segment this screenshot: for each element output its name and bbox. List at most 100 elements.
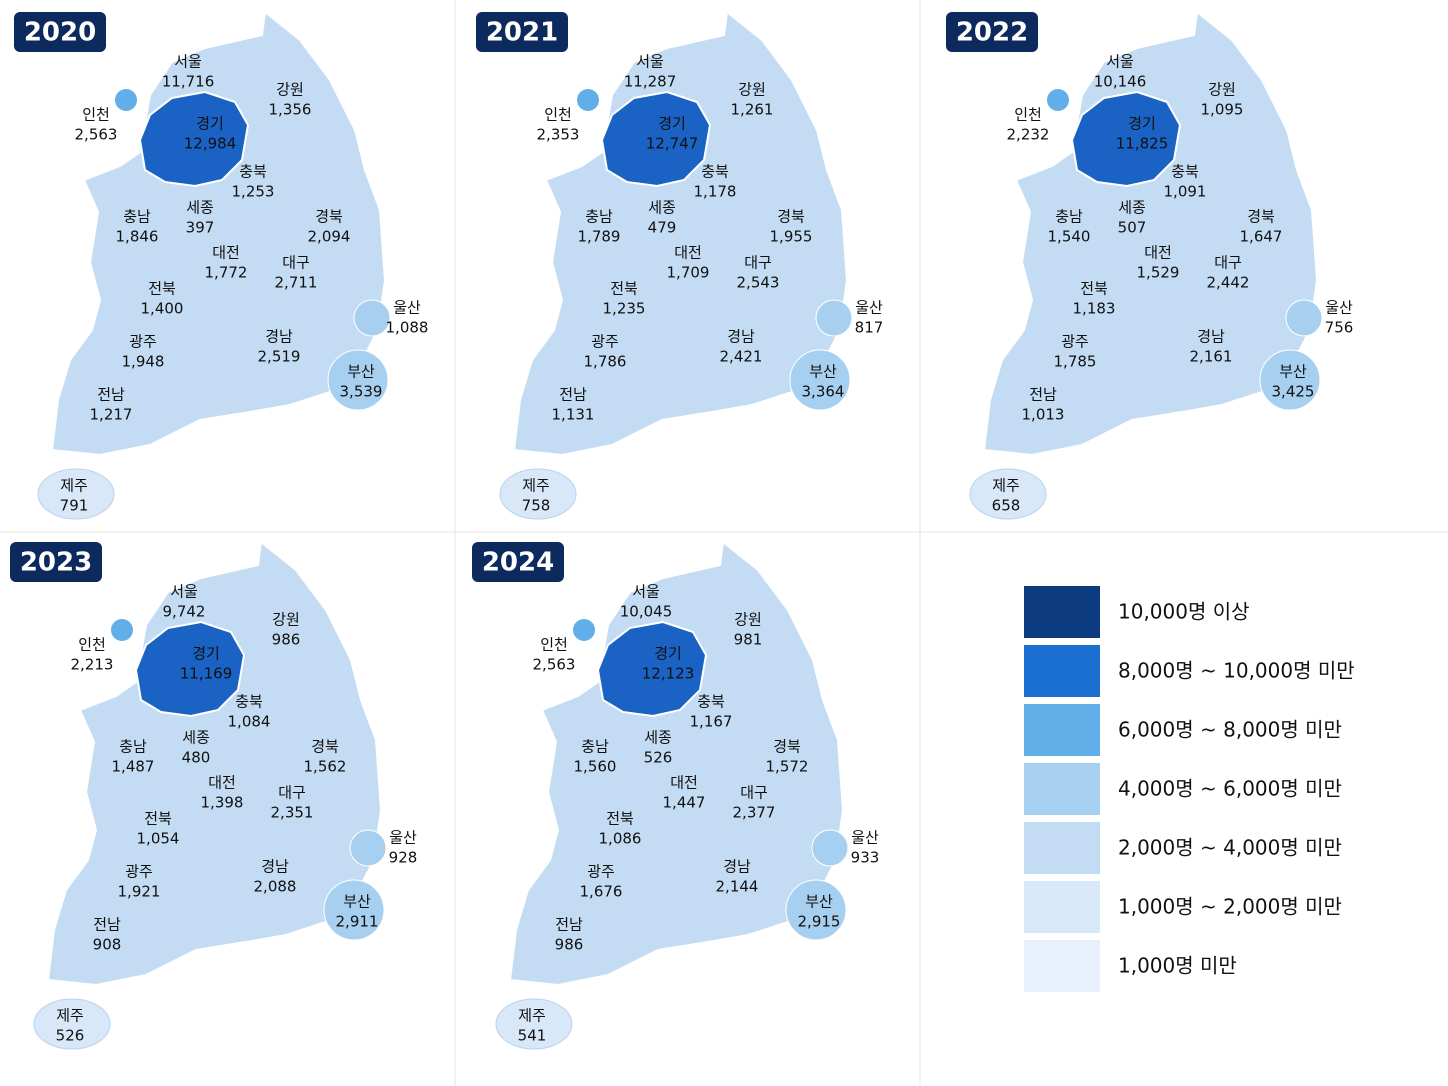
region-value: 1,167	[690, 713, 733, 731]
region-incheon	[573, 619, 595, 641]
region-value: 981	[734, 631, 763, 649]
region-value: 1,676	[580, 883, 623, 901]
region-value: 1,772	[205, 264, 248, 282]
region-value: 2,519	[258, 348, 301, 366]
legend-label: 10,000명 이상	[1118, 600, 1250, 624]
region-name: 부산	[343, 893, 371, 911]
region-name: 광주	[125, 863, 153, 881]
region-name: 서울	[1106, 53, 1134, 71]
region-name: 충남	[585, 208, 613, 226]
region-value: 1,785	[1054, 353, 1097, 371]
region-value: 1,487	[112, 758, 155, 776]
region-value: 541	[518, 1027, 547, 1045]
region-incheon	[115, 89, 137, 111]
year-badge	[14, 12, 106, 52]
region-value: 1,447	[663, 794, 706, 812]
region-name: 대전	[674, 244, 702, 262]
region-name: 경기	[192, 645, 220, 663]
region-name: 경남	[1197, 328, 1225, 346]
region-value: 2,543	[737, 274, 780, 292]
region-value: 397	[186, 219, 215, 237]
region-jeju	[969, 468, 1047, 520]
region-name: 경북	[1247, 208, 1275, 226]
region-value: 12,984	[184, 135, 237, 153]
region-name: 인천	[544, 106, 572, 124]
region-name: 경남	[723, 858, 751, 876]
legend-label: 1,000명 미만	[1118, 954, 1237, 978]
region-name: 전남	[97, 386, 125, 404]
region-value: 11,287	[624, 73, 677, 91]
region-value: 2,213	[71, 656, 114, 674]
region-value: 1,084	[228, 713, 271, 731]
region-value: 1,013	[1022, 406, 1065, 424]
region-value: 1,398	[201, 794, 244, 812]
region-value: 1,261	[731, 101, 774, 119]
land	[508, 540, 845, 987]
region-name: 강원	[734, 611, 762, 629]
region-incheon	[577, 89, 599, 111]
region-value: 3,539	[340, 383, 383, 401]
region-name: 경기	[196, 115, 224, 133]
region-value: 526	[644, 749, 673, 767]
region-ulsan	[815, 299, 853, 337]
year-label: 2024	[482, 548, 554, 578]
region-value: 1,183	[1073, 300, 1116, 318]
region-name: 충남	[1055, 208, 1083, 226]
region-value: 507	[1118, 219, 1147, 237]
region-value: 1,921	[118, 883, 161, 901]
region-name: 경남	[727, 328, 755, 346]
region-name: 서울	[632, 583, 660, 601]
region-name: 광주	[129, 333, 157, 351]
region-name: 전남	[1029, 386, 1057, 404]
region-name: 인천	[82, 106, 110, 124]
region-name: 서울	[636, 53, 664, 71]
legend-swatch	[1024, 940, 1100, 992]
region-busan	[785, 879, 847, 941]
region-value: 2,088	[254, 878, 297, 896]
region-name: 강원	[276, 81, 304, 99]
year-badge	[476, 12, 568, 52]
region-value: 1,955	[770, 228, 813, 246]
region-value: 1,948	[122, 353, 165, 371]
region-name: 대구	[278, 784, 306, 802]
region-value: 1,540	[1048, 228, 1091, 246]
region-value: 1,086	[599, 830, 642, 848]
region-value: 1,789	[578, 228, 621, 246]
region-value: 479	[648, 219, 677, 237]
region-name: 부산	[347, 363, 375, 381]
year-label: 2020	[24, 18, 96, 48]
legend-label: 2,000명 ~ 4,000명 미만	[1118, 836, 1342, 860]
region-name: 제주	[522, 477, 550, 495]
region-name: 광주	[587, 863, 615, 881]
region-name: 대구	[282, 254, 310, 272]
region-value: 11,825	[1116, 135, 1169, 153]
region-name: 대전	[212, 244, 240, 262]
region-value: 908	[93, 936, 122, 954]
region-value: 1,131	[552, 406, 595, 424]
region-value: 1,217	[90, 406, 133, 424]
region-name: 경기	[654, 645, 682, 663]
region-value: 2,915	[798, 913, 841, 931]
region-name: 충남	[581, 738, 609, 756]
region-name: 충북	[1171, 163, 1199, 181]
region-value: 2,421	[720, 348, 763, 366]
region-name: 충북	[239, 163, 267, 181]
region-name: 울산	[1325, 299, 1353, 317]
region-value: 756	[1325, 319, 1354, 337]
legend-swatch	[1024, 704, 1100, 756]
region-value: 2,232	[1007, 126, 1050, 144]
region-jeju	[499, 468, 577, 520]
region-value: 1,095	[1201, 101, 1244, 119]
region-name: 제주	[60, 477, 88, 495]
region-name: 인천	[1014, 106, 1042, 124]
region-name: 인천	[78, 636, 106, 654]
region-value: 1,235	[603, 300, 646, 318]
region-value: 2,144	[716, 878, 759, 896]
region-name: 경기	[658, 115, 686, 133]
region-jeju	[33, 998, 111, 1050]
region-value: 12,123	[642, 665, 695, 683]
legend-swatch	[1024, 586, 1100, 638]
